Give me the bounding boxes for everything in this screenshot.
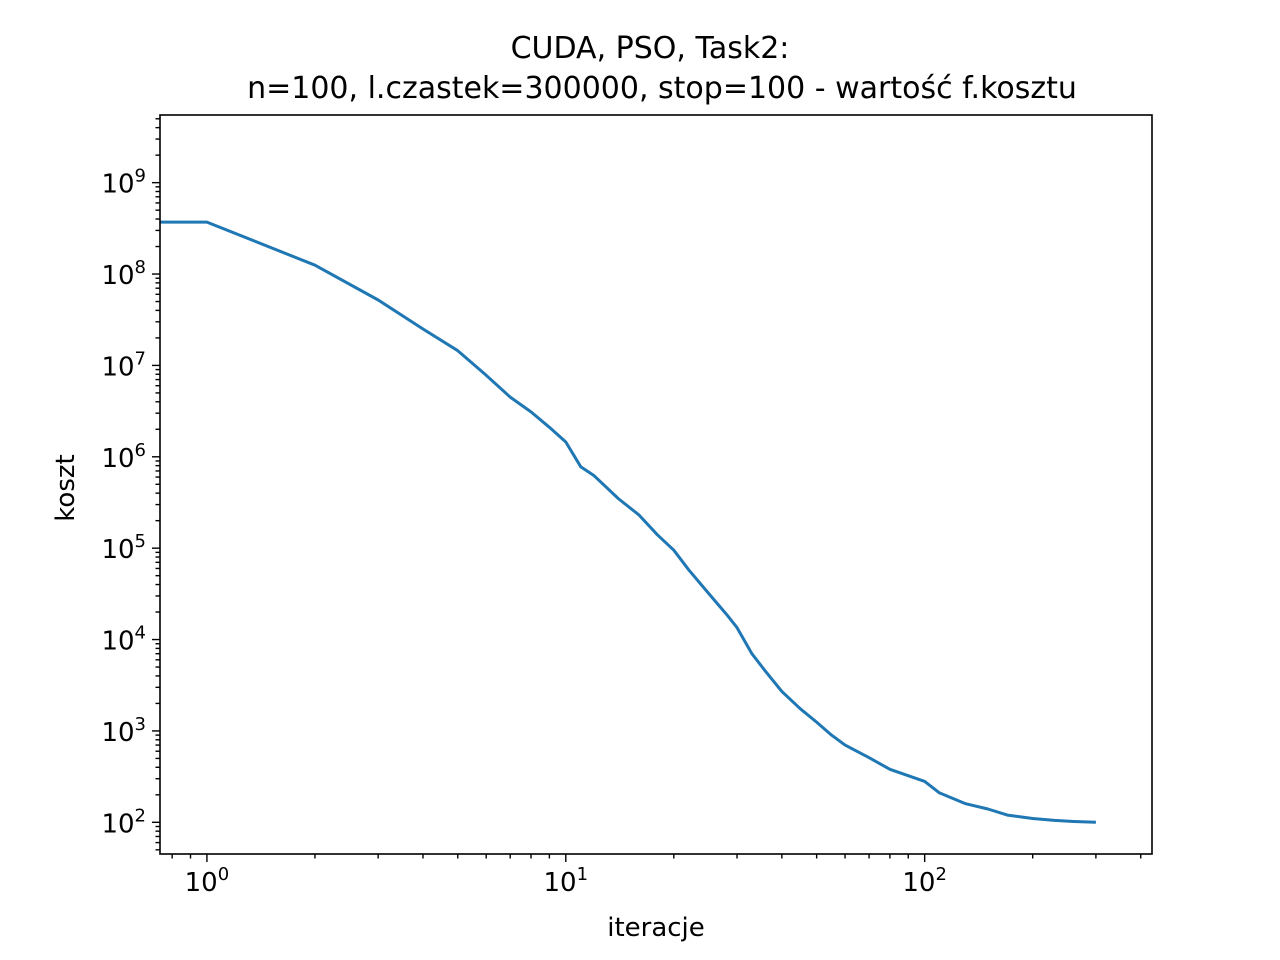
y-tick-label: 103 [101, 714, 146, 748]
plot-frame [159, 114, 1153, 855]
chart-title: CUDA, PSO, Task2: [511, 31, 790, 66]
y-tick-label: 107 [101, 348, 146, 382]
x-tick-label: 100 [185, 864, 230, 898]
x-tick-label: 102 [902, 864, 947, 898]
x-tick-label: 101 [544, 864, 589, 898]
y-tick-label: 102 [101, 805, 146, 839]
series-layer [160, 220, 1096, 824]
y-tick-label: 108 [101, 257, 146, 291]
chart-subtitle: n=100, l.czastek=300000, stop=100 - wart… [247, 71, 1077, 106]
y-tick-label: 104 [101, 623, 146, 657]
y-tick-label: 109 [101, 166, 146, 200]
y-tick-label: 105 [101, 531, 146, 565]
axis-ticks: 100 101 102 102 103 104 105 106 107 108 109 [101, 118, 1142, 898]
y-axis-label: koszt [51, 454, 81, 521]
series-line [160, 220, 1096, 824]
y-tick-label: 106 [101, 440, 146, 474]
x-axis-label: iteracje [607, 913, 705, 943]
